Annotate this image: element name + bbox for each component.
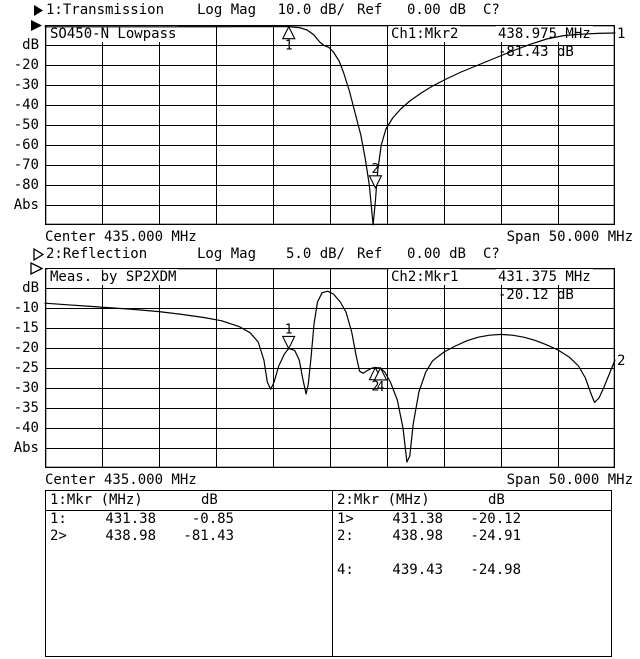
y-axis-label: -10 <box>13 300 39 316</box>
marker-select: 2> <box>50 528 67 544</box>
ch1-span: Span 50.000 MHz <box>506 229 633 245</box>
ch2-user-title: Meas. by SP2XDM <box>48 269 179 285</box>
ch2-active-channel-arrow-icon <box>33 248 44 261</box>
ch1-ref-level-arrow-icon <box>31 20 42 31</box>
ch2-marker-table-header: 2:Mkr (MHz) dB <box>333 491 611 511</box>
y-axis-label: -40 <box>13 97 39 113</box>
marker-value: -24.91 <box>470 528 521 544</box>
ch2-cal-status: C? <box>483 246 500 262</box>
y-axis-label: -40 <box>13 420 39 436</box>
y-axis-label: -20 <box>13 57 39 73</box>
y-axis-label: -50 <box>13 117 39 133</box>
marker-table-row: 1: 431.38 -0.85 <box>46 511 332 528</box>
ch2-ref-level-arrow-icon <box>30 262 43 275</box>
ch1-y-axis: dB -20 -30 -40 -50 -60 -70 -80 Abs <box>0 25 41 225</box>
y-axis-label: -60 <box>13 137 39 153</box>
y-axis-label: -30 <box>13 380 39 396</box>
ch1-ref-label: Ref <box>357 2 383 18</box>
ch1-header: 1:Transmission Log Mag 10.0 dB/ Ref 0.00… <box>0 2 640 20</box>
y-axis-label: -20 <box>13 340 39 356</box>
ch2-ref-value: 0.00 dB <box>406 246 466 262</box>
ch2-y-axis: dB -10 -15 -20 -25 -30 -35 -40 Abs <box>0 268 41 468</box>
marker-table-row: 1> 431.38 -20.12 <box>333 511 611 528</box>
marker-value: -20.12 <box>470 511 521 527</box>
ch1-marker-table-header: 1:Mkr (MHz) dB <box>46 491 332 511</box>
marker-table-row <box>333 545 611 562</box>
marker-frequency: 438.98 <box>392 528 443 544</box>
ch2-header: 2:Reflection Log Mag 5.0 dB/ Ref 0.00 dB… <box>0 246 640 264</box>
ch1-marker-rows: 1: 431.38 -0.85 2> 438.98 -81.43 <box>46 511 332 656</box>
ch2-center-frequency: Center 435.000 MHz <box>45 472 197 488</box>
marker-select: 4: <box>337 562 354 578</box>
ch1-marker-readout-value: -81.43 dB <box>498 44 574 60</box>
ch1-user-title: SO450-N Lowpass <box>48 26 179 42</box>
ch1-trace-number: 1 <box>617 26 626 42</box>
ch1-cal-status: C? <box>483 2 500 18</box>
y-axis-label: dB <box>22 37 39 53</box>
ch1-marker-readout-label: Ch1:Mkr2 <box>389 26 461 42</box>
ch1-graticule: SO450-N Lowpass Ch1:Mkr2 438.975 MHz -81… <box>31 20 625 226</box>
ch1-marker-table-title: 1:Mkr (MHz) <box>50 492 143 508</box>
y-axis-label: dB <box>22 280 39 296</box>
marker-frequency: 439.43 <box>392 562 443 578</box>
ch1-active-channel-arrow-icon <box>34 5 43 16</box>
ch1-center-frequency: Center 435.000 MHz <box>45 229 197 245</box>
marker-table-row: 4: 439.43 -24.98 <box>333 562 611 579</box>
marker-select: 2: <box>337 528 354 544</box>
ch1-channel-label: 1:Transmission <box>46 2 165 18</box>
y-axis-label: -30 <box>13 77 39 93</box>
ch1-marker-readout-frequency: 438.975 MHz <box>496 26 593 42</box>
ch2-marker-table-title: 2:Mkr (MHz) <box>337 492 430 508</box>
marker-frequency: 438.98 <box>105 528 156 544</box>
y-axis-label: -80 <box>13 177 39 193</box>
ch1-footer: Center 435.000 MHz Span 50.000 MHz <box>45 229 633 245</box>
y-axis-label: Abs <box>13 197 39 213</box>
ch2-marker-readout-frequency: 431.375 MHz <box>496 269 593 285</box>
marker-select: 1: <box>50 511 67 527</box>
ch2-footer: Center 435.000 MHz Span 50.000 MHz <box>45 472 633 488</box>
ch2-format-label: Log Mag <box>197 246 257 262</box>
y-axis-label: Abs <box>13 440 39 456</box>
ch2-marker-table: 2:Mkr (MHz) dB 1> 431.38 -20.12 2: 438.98 -24… <box>333 490 612 657</box>
ch2-graticule: Meas. by SP2XDM Ch2:Mkr1 431.375 MHz -20… <box>30 262 625 468</box>
marker-frequency: 431.38 <box>105 511 156 527</box>
marker-select: 1> <box>337 511 354 527</box>
marker-table: 1:Mkr (MHz) dB 1: 431.38 -0.85 2> 438.98 -81.… <box>45 490 612 657</box>
y-axis-label: -35 <box>13 400 39 416</box>
ch2-marker-readout-label: Ch2:Mkr1 <box>389 269 461 285</box>
ch2-marker-readout-value: -20.12 dB <box>498 287 574 303</box>
marker-value: -24.98 <box>470 562 521 578</box>
marker-frequency: 431.38 <box>392 511 443 527</box>
ch1-marker-table-unit: dB <box>201 492 218 508</box>
ch2-channel-label: 2:Reflection <box>46 246 148 262</box>
ch2-scale-value: 5.0 dB/ <box>285 246 345 262</box>
marker-value: -81.43 <box>183 528 234 544</box>
ch1-scale-value: 10.0 dB/ <box>277 2 345 18</box>
marker-value: -0.85 <box>191 511 234 527</box>
ch1-marker-table: 1:Mkr (MHz) dB 1: 431.38 -0.85 2> 438.98 -81.… <box>45 490 333 657</box>
ch2-marker-rows: 1> 431.38 -20.12 2: 438.98 -24.91 4: 439.43 -24.… <box>333 511 611 656</box>
y-axis-label: -25 <box>13 360 39 376</box>
ch2-span: Span 50.000 MHz <box>506 472 633 488</box>
ch2-ref-label: Ref <box>357 246 383 262</box>
ch1-format-label: Log Mag <box>197 2 257 18</box>
marker-table-row: 2> 438.98 -81.43 <box>46 528 332 545</box>
ch2-marker-table-unit: dB <box>488 492 505 508</box>
ch2-trace-number: 2 <box>617 353 626 369</box>
marker-table-row: 2: 438.98 -24.91 <box>333 528 611 545</box>
y-axis-label: -70 <box>13 157 39 173</box>
y-axis-label: -15 <box>13 320 39 336</box>
ch1-ref-value: 0.00 dB <box>406 2 466 18</box>
